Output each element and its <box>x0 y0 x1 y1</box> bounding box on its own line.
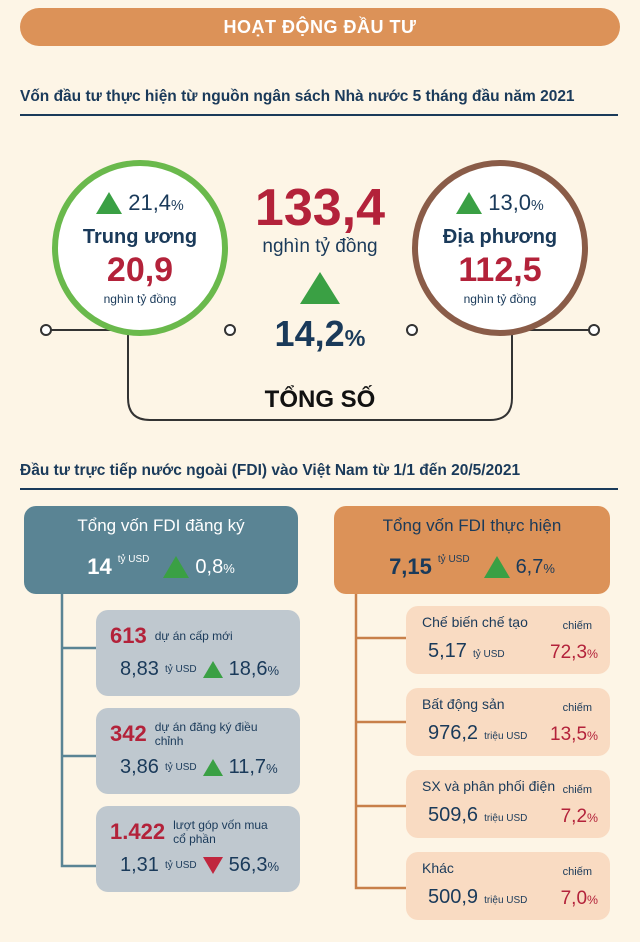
sector-value: 500,9 <box>428 886 479 908</box>
central-label: Trung ương <box>82 226 198 248</box>
connector-dot-left <box>40 324 52 336</box>
up-arrow-icon <box>96 192 123 214</box>
card-desc: dự án cấp mới <box>154 629 233 643</box>
share-label: chiếm <box>562 702 592 714</box>
sector-name: Bất động sản <box>422 696 505 712</box>
sector-value: 509,6 <box>428 804 479 826</box>
total-unit: nghìn tỷ đồng <box>262 236 378 257</box>
sector-share: 72,3 <box>550 642 588 663</box>
section2-title: Đầu tư trực tiếp nước ngoài (FDI) vào Vi… <box>20 462 521 479</box>
section1-rule <box>20 114 618 116</box>
up-arrow-icon <box>202 661 223 678</box>
card-value: 3,86 <box>120 756 159 778</box>
up-arrow-icon <box>202 759 223 776</box>
total-growth: 14,2 <box>274 313 345 354</box>
fdi-sector-card: Bất động sản chiếm 976,2 triệu USD 13,5% <box>406 688 610 756</box>
fdi-registered-growth: 0,8 <box>195 555 224 578</box>
card-value: 1,31 <box>120 854 159 876</box>
card-count: 613 <box>110 623 147 648</box>
fdi-registered-title: Tổng vốn FDI đăng ký <box>77 516 245 535</box>
fdi-disbursed-growth: 6,7 <box>515 555 544 578</box>
central-value: 20,9 <box>106 251 174 289</box>
fdi-registered-card: 342 dự án đăng ký điều chỉnh 3,86 tỷ USD 11,… <box>96 708 300 794</box>
central-budget-circle: 21,4% Trung ương 20,9 nghìn tỷ đồng <box>52 160 228 336</box>
section2-rule <box>20 488 618 490</box>
fdi-registered-card: 613 dự án cấp mới 8,83 tỷ USD 18,6% <box>96 610 300 696</box>
sector-value: 5,17 <box>428 640 467 662</box>
card-growth: 11,7 <box>228 756 267 778</box>
section1-title: Vốn đầu tư thực hiện từ nguồn ngân sách … <box>20 88 575 105</box>
up-arrow-icon <box>163 556 190 578</box>
card-growth: 18,6 <box>228 658 268 680</box>
card-count: 342 <box>110 721 147 746</box>
local-growth: 13,0 <box>488 190 532 215</box>
sector-name: Khác <box>422 860 454 876</box>
fdi-disbursed-title: Tổng vốn FDI thực hiện <box>382 516 562 535</box>
down-arrow-icon <box>202 857 223 874</box>
sector-name: SX và phân phối điện <box>422 778 556 794</box>
total-label: TỔNG SỐ <box>264 386 376 413</box>
card-value: 8,83 <box>120 658 159 680</box>
section-banner: HOẠT ĐỘNG ĐẦU TƯ <box>20 8 620 46</box>
share-label: chiếm <box>562 866 592 878</box>
card-count: 1.422 <box>110 819 166 844</box>
up-arrow-icon <box>483 556 510 578</box>
share-label: chiếm <box>562 620 592 632</box>
fdi-registered-header: Tổng vốn FDI đăng ký 14 tỷ USD 0,8% <box>24 506 298 594</box>
connector-dot-center-left <box>224 324 236 336</box>
total-block: 133,4 nghìn tỷ đồng 14,2% <box>236 180 404 355</box>
up-arrow-icon <box>300 272 340 304</box>
fdi-registered-card: 1.422 lượt góp vốn mua cổ phần 1,31 tỷ USD 5… <box>96 806 300 892</box>
sector-share: 7,0 <box>560 888 588 909</box>
fdi-sector-card: Chế biến chế tạo chiếm 5,17 tỷ USD 72,3% <box>406 606 610 674</box>
sector-name: Chế biến chế tạo <box>422 614 528 630</box>
fdi-disbursed-header: Tổng vốn FDI thực hiện 7,15 tỷ USD 6,7% <box>334 506 610 594</box>
share-label: chiếm <box>562 784 592 796</box>
total-value: 133,4 <box>254 179 386 237</box>
fdi-sector-card: Khác chiếm 500,9 triệu USD 7,0% <box>406 852 610 920</box>
fdi-sector-card: SX và phân phối điện chiếm 509,6 triệu USD 7… <box>406 770 610 838</box>
up-arrow-icon <box>456 192 483 214</box>
card-desc: lượt góp vốn mua cổ phần <box>173 818 268 846</box>
card-desc: dự án đăng ký điều chỉnh <box>154 720 258 748</box>
central-unit: nghìn tỷ đồng <box>103 292 177 306</box>
sector-value: 976,2 <box>428 722 479 744</box>
sector-share: 13,5 <box>550 724 588 745</box>
local-label: Địa phương <box>442 226 558 248</box>
card-growth: 56,3 <box>228 854 268 876</box>
central-growth: 21,4 <box>128 190 172 215</box>
connector-dot-right <box>588 324 600 336</box>
local-budget-circle: 13,0% Địa phương 112,5 nghìn tỷ đồng <box>412 160 588 336</box>
local-value: 112,5 <box>458 251 542 289</box>
local-unit: nghìn tỷ đồng <box>463 292 537 306</box>
fdi-disbursed-value: 7,15 <box>389 554 432 579</box>
fdi-registered-value: 14 <box>87 554 112 579</box>
connector-dot-center-right <box>406 324 418 336</box>
sector-share: 7,2 <box>560 806 588 827</box>
